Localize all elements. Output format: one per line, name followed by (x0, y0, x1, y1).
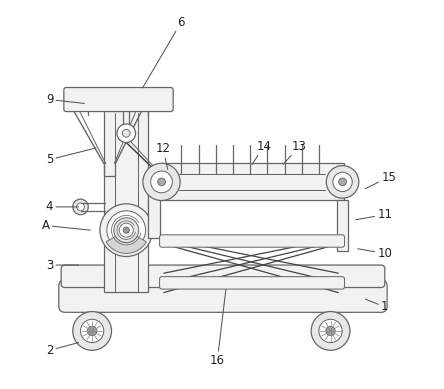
Text: A: A (42, 219, 90, 232)
Circle shape (80, 319, 104, 343)
Bar (148, 187, 160, 238)
Circle shape (158, 178, 166, 186)
Bar (160, 163, 344, 200)
Circle shape (333, 172, 352, 192)
Circle shape (123, 227, 129, 233)
FancyBboxPatch shape (64, 88, 173, 112)
Text: 10: 10 (358, 247, 392, 260)
Circle shape (87, 326, 97, 336)
Circle shape (73, 199, 88, 215)
Circle shape (311, 312, 350, 350)
FancyBboxPatch shape (159, 277, 345, 289)
FancyBboxPatch shape (159, 235, 345, 247)
Text: 2: 2 (46, 343, 79, 357)
Circle shape (117, 124, 135, 142)
Text: 9: 9 (46, 93, 84, 106)
Circle shape (123, 130, 130, 137)
Text: 3: 3 (46, 259, 79, 272)
Bar (337, 200, 348, 251)
Circle shape (114, 218, 139, 243)
FancyBboxPatch shape (59, 280, 387, 312)
Circle shape (119, 223, 133, 237)
Text: 11: 11 (356, 208, 392, 221)
Circle shape (151, 171, 172, 193)
Text: 6: 6 (143, 16, 185, 88)
Circle shape (77, 203, 84, 211)
Text: 5: 5 (46, 148, 96, 166)
Circle shape (73, 312, 111, 350)
Circle shape (339, 178, 346, 186)
Circle shape (107, 211, 146, 249)
FancyBboxPatch shape (61, 265, 385, 287)
Text: 4: 4 (46, 200, 79, 214)
Text: 16: 16 (210, 289, 226, 367)
Wedge shape (106, 230, 147, 253)
Circle shape (100, 204, 153, 256)
Circle shape (326, 326, 335, 336)
Circle shape (319, 319, 342, 343)
Text: 15: 15 (365, 170, 396, 189)
Circle shape (326, 166, 359, 198)
Text: 1: 1 (365, 299, 388, 314)
Text: 13: 13 (283, 140, 307, 164)
Text: 14: 14 (252, 140, 271, 164)
Circle shape (143, 163, 180, 200)
Text: 12: 12 (155, 142, 170, 169)
Bar (104, 109, 148, 292)
